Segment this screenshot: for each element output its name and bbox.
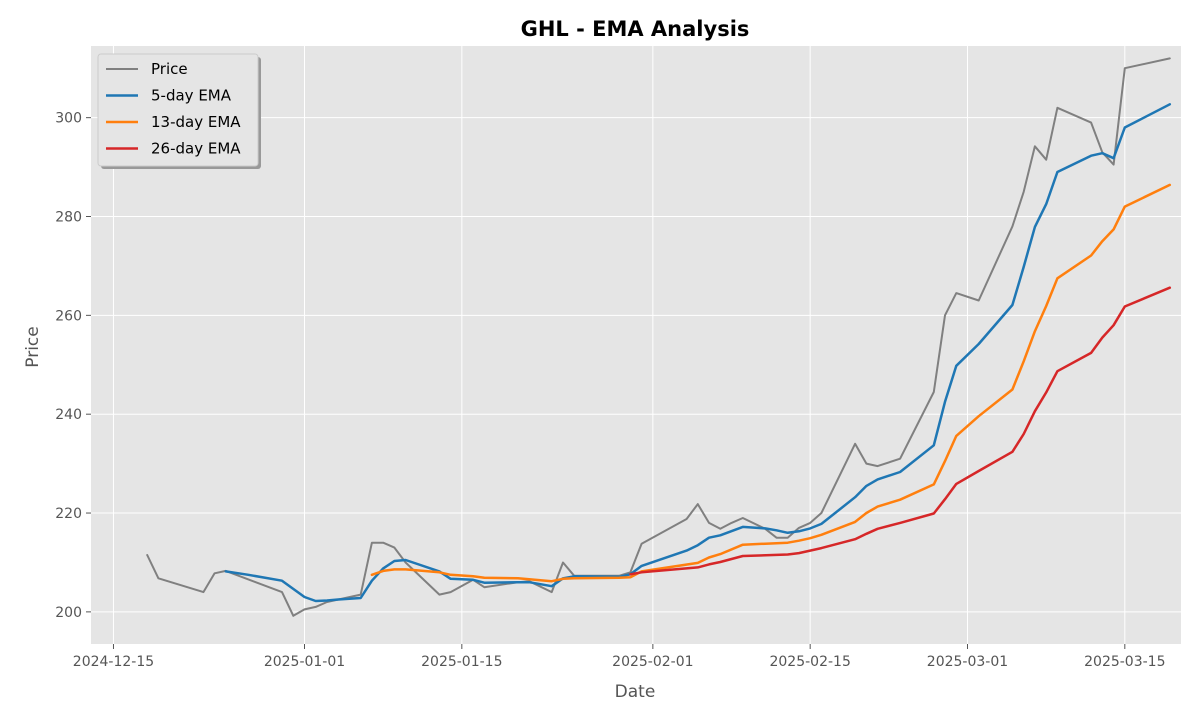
series-line-26-day-ema bbox=[629, 286, 1172, 576]
legend-label: 26-day EMA bbox=[151, 140, 241, 158]
chart-title: GHL - EMA Analysis bbox=[521, 17, 750, 41]
x-tick-label: 2025-03-01 bbox=[927, 654, 1008, 670]
x-axis-label: Date bbox=[615, 682, 656, 702]
y-tick-label: 260 bbox=[55, 308, 82, 324]
legend-label: 13-day EMA bbox=[151, 113, 241, 131]
y-tick-label: 200 bbox=[55, 605, 82, 621]
y-tick-label: 300 bbox=[55, 111, 82, 127]
x-tick-label: 2024-12-15 bbox=[73, 654, 154, 670]
legend: Price 5-day EMA 13-day EMA 26-day EMA bbox=[97, 53, 261, 169]
x-axis-ticks: 2024-12-15 2025-01-01 2025-01-15 2025-02-01… bbox=[73, 644, 1166, 670]
x-tick-label: 2025-03-15 bbox=[1084, 654, 1165, 670]
series-lines bbox=[146, 57, 1172, 617]
y-axis-ticks: 200 220 240 260 280 300 bbox=[55, 111, 91, 621]
legend-box bbox=[97, 53, 259, 167]
x-tick-label: 2025-02-01 bbox=[612, 654, 693, 670]
legend-label: 5-day EMA bbox=[151, 87, 232, 105]
y-tick-label: 280 bbox=[55, 210, 82, 226]
legend-label: Price bbox=[151, 60, 188, 78]
x-tick-label: 2025-01-15 bbox=[421, 654, 502, 670]
series-line-13-day-ema bbox=[370, 183, 1172, 583]
x-tick-label: 2025-02-15 bbox=[769, 654, 850, 670]
y-axis-label: Price bbox=[23, 326, 43, 367]
y-tick-label: 220 bbox=[55, 506, 82, 522]
y-tick-label: 240 bbox=[55, 407, 82, 423]
plot-area bbox=[91, 46, 1181, 644]
x-tick-label: 2025-01-01 bbox=[264, 654, 345, 670]
grid-lines bbox=[91, 46, 1181, 644]
